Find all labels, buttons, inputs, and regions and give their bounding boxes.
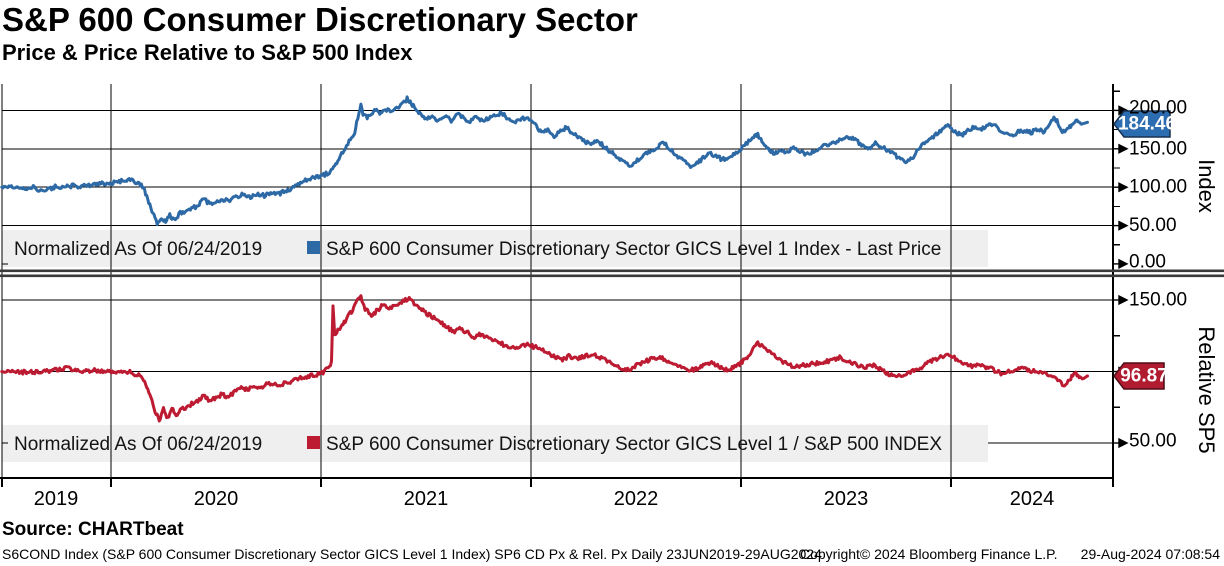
year-2022: 2022 — [614, 488, 659, 510]
blue-series-swatch — [307, 241, 320, 254]
footer-copyright: Copyright© 2024 Bloomberg Finance L.P. — [800, 546, 1058, 562]
top-legend-normalized: Normalized As Of 06/24/2019 — [14, 239, 262, 260]
year-2019: 2019 — [34, 488, 79, 510]
tick-200: 200.00 — [1129, 98, 1187, 119]
bottom-panel-gridlines — [2, 299, 1113, 444]
top-legend-band — [2, 230, 988, 267]
last-price-badge-index: 184.46 — [1113, 110, 1176, 138]
panel-separator — [0, 269, 1224, 278]
right-axis — [1112, 84, 1129, 478]
tick-0: 0.00 — [1129, 251, 1166, 272]
tick-150: 150.00 — [1129, 138, 1187, 159]
year-2023: 2023 — [824, 488, 869, 510]
year-gridlines — [110, 84, 952, 478]
top-legend-series: S&P 600 Consumer Discretionary Sector GI… — [326, 239, 941, 260]
source-label: Source: CHARTbeat — [2, 519, 184, 540]
last-price-value-relative: 96.87 — [1120, 366, 1168, 387]
tick-rel-50: 50.00 — [1129, 431, 1177, 452]
price-index-line — [0, 95, 1089, 227]
top-axis-title: Index — [1194, 159, 1219, 213]
tick-rel-150: 150.00 — [1129, 290, 1187, 311]
bottom-legend: Normalized As Of 06/24/2019 S&P 600 Cons… — [14, 434, 942, 455]
tick-100: 100.00 — [1129, 177, 1187, 198]
bottom-legend-normalized: Normalized As Of 06/24/2019 — [14, 434, 262, 455]
top-panel-gridlines — [2, 109, 1113, 227]
year-2020: 2020 — [194, 488, 239, 510]
bottom-axis-tick-labels: 150.00 50.00 — [1129, 290, 1187, 452]
footer-datetime: 29-Aug-2024 07:08:54 — [1080, 546, 1220, 562]
x-axis — [0, 477, 1114, 487]
year-2021: 2021 — [404, 488, 449, 510]
bottom-legend-series: S&P 600 Consumer Discretionary Sector GI… — [326, 434, 942, 455]
year-2024: 2024 — [1010, 488, 1055, 510]
bottom-axis-title: Relative SP5 — [1194, 326, 1219, 453]
price-relative-line — [0, 294, 1089, 423]
bottom-legend-band — [2, 425, 988, 462]
left-border — [1, 84, 8, 478]
page-title: S&P 600 Consumer Discretionary Sector — [2, 1, 638, 38]
chart-header: S&P 600 Consumer Discretionary Sector Pr… — [2, 0, 638, 66]
tick-50: 50.00 — [1129, 215, 1177, 236]
x-axis-year-labels: 2019 2020 2021 2022 2023 2024 — [34, 488, 1055, 510]
last-price-value-index: 184.46 — [1118, 114, 1176, 135]
top-legend: Normalized As Of 06/24/2019 S&P 600 Cons… — [14, 239, 941, 260]
footer-meta: S6COND Index (S&P 600 Consumer Discretio… — [2, 546, 822, 562]
top-axis-tick-labels: 200.00 150.00 100.00 50.00 0.00 — [1129, 98, 1187, 273]
red-series-swatch — [307, 436, 320, 449]
last-price-badge-relative: 96.87 — [1113, 362, 1168, 390]
page-subtitle: Price & Price Relative to S&P 500 Index — [2, 40, 413, 65]
